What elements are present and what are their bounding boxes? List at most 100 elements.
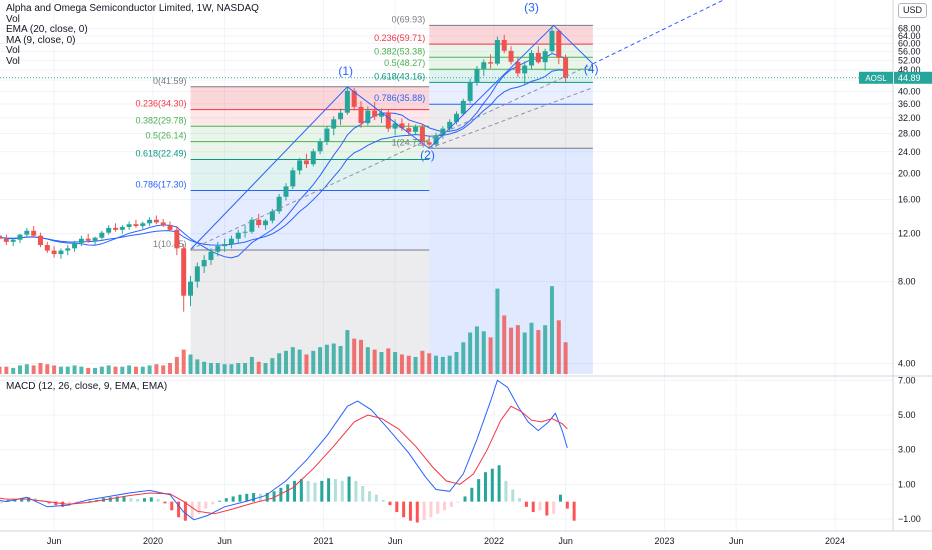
fib-band <box>190 126 430 142</box>
fib-band <box>429 25 593 45</box>
fib-level-label: 0.5(48.27) <box>384 58 425 68</box>
macd-histogram-bar <box>354 480 358 502</box>
elliott-wave: (1) (2) (3) (4) <box>190 0 725 250</box>
price-tick-label: 28.00 <box>898 129 921 139</box>
candle <box>297 157 303 175</box>
candle <box>147 217 153 227</box>
volume-bar <box>113 366 118 374</box>
volume-bar <box>413 356 418 374</box>
macd-histogram-bar <box>483 472 487 502</box>
candle-body <box>453 113 459 122</box>
volume-bar <box>345 330 350 374</box>
candle-body <box>501 39 507 51</box>
macd-histogram-bar <box>477 479 481 502</box>
volume-bar <box>52 365 57 374</box>
volume-bar <box>168 363 173 374</box>
fib-level-label: 0.618(22.49) <box>135 148 186 158</box>
candle <box>58 248 64 259</box>
volume-bar <box>195 359 200 374</box>
candle-body <box>112 227 118 230</box>
time-tick-label: 2023 <box>654 536 674 546</box>
currency-button[interactable]: USD <box>898 3 927 18</box>
candle-body <box>529 52 535 66</box>
candle-body <box>317 141 323 152</box>
macd-histogram-bar <box>204 501 208 509</box>
macd-histogram-bar <box>340 480 344 502</box>
candle-body <box>344 90 350 113</box>
macd-legend: MACD (12, 26, close, 9, EMA, EMA) <box>6 381 168 392</box>
candle-body <box>283 186 289 197</box>
volume-bar <box>79 366 84 374</box>
volume-bar <box>468 332 473 374</box>
volume-bar <box>270 358 275 374</box>
volume-bar <box>318 347 323 374</box>
volume-bar <box>133 366 138 374</box>
volume-bar <box>536 330 541 374</box>
candle-body <box>119 226 125 230</box>
candle-body <box>24 230 30 235</box>
candle <box>522 61 528 85</box>
macd-histogram-bar <box>108 497 112 502</box>
candle-body <box>106 227 112 233</box>
time-tick-label: Jun <box>217 536 232 546</box>
volume-bar <box>58 366 63 374</box>
last-price-tag <box>894 71 932 84</box>
fib-level-label: 1(10.45) <box>153 239 187 249</box>
macd-histogram-bar <box>422 501 426 520</box>
candle <box>385 109 391 132</box>
macd-histogram-bar <box>129 498 133 502</box>
candle-body <box>3 238 9 242</box>
price-tick-label: 12.00 <box>898 229 921 239</box>
candle-body <box>413 126 419 132</box>
volume-bar <box>72 365 77 374</box>
volume-bar <box>365 347 370 374</box>
candle-body <box>331 119 337 129</box>
time-tick-label: 2020 <box>143 536 163 546</box>
time-tick-label: 2024 <box>825 536 845 546</box>
price-tick-label: 36.00 <box>898 99 921 109</box>
macd-histogram-bar <box>115 496 119 502</box>
macd-histogram-bar <box>136 499 140 502</box>
fib-band <box>429 69 593 83</box>
candle <box>181 243 187 312</box>
candle-body <box>263 220 269 226</box>
volume-bar <box>215 363 220 374</box>
candle <box>72 240 78 252</box>
candle-body <box>338 112 344 120</box>
signal-line <box>0 405 568 515</box>
candle <box>467 78 473 104</box>
macd-histogram-bar <box>538 501 542 511</box>
candle-body <box>99 232 105 238</box>
volume-bar <box>283 350 288 374</box>
macd-histogram-bar <box>252 492 256 502</box>
volume-bar <box>236 363 241 374</box>
macd-histogram-bar <box>149 497 153 502</box>
macd-histogram-bar <box>504 480 508 502</box>
candle-body <box>290 170 296 187</box>
macd-tick-label: 1.00 <box>898 479 916 489</box>
candle <box>44 241 50 253</box>
candle <box>392 119 398 136</box>
volume-bar <box>174 356 179 374</box>
candle-body <box>0 235 3 239</box>
volume-bar <box>331 343 336 374</box>
price-tick-label: 52.00 <box>898 55 921 65</box>
volume-bar <box>249 356 254 374</box>
legend-line: Vol <box>6 55 20 67</box>
candle-body <box>58 250 64 255</box>
volume-bar <box>86 367 91 374</box>
volume-bar <box>372 349 377 374</box>
volume-bar <box>154 364 159 374</box>
macd-histogram-bar <box>463 496 467 502</box>
macd-histogram-bar <box>524 501 528 507</box>
candle-body <box>65 248 71 251</box>
legend-line: Vol <box>6 13 20 25</box>
macd-histogram-bar <box>54 501 58 506</box>
candle-body <box>433 135 439 145</box>
volume-bar <box>461 342 466 374</box>
candle <box>235 229 241 243</box>
macd-histogram-bar <box>13 499 17 502</box>
candle <box>92 236 98 246</box>
candle <box>378 108 384 124</box>
volume-bar <box>222 364 227 374</box>
